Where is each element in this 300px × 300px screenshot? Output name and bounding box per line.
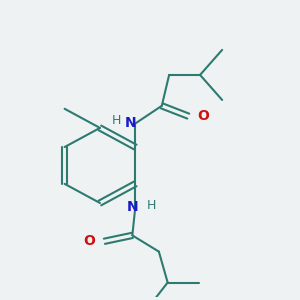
Text: H: H (112, 114, 121, 127)
Text: N: N (125, 116, 137, 130)
Text: N: N (127, 200, 138, 214)
Text: O: O (197, 109, 209, 123)
Text: O: O (84, 234, 95, 248)
Text: H: H (147, 200, 156, 212)
